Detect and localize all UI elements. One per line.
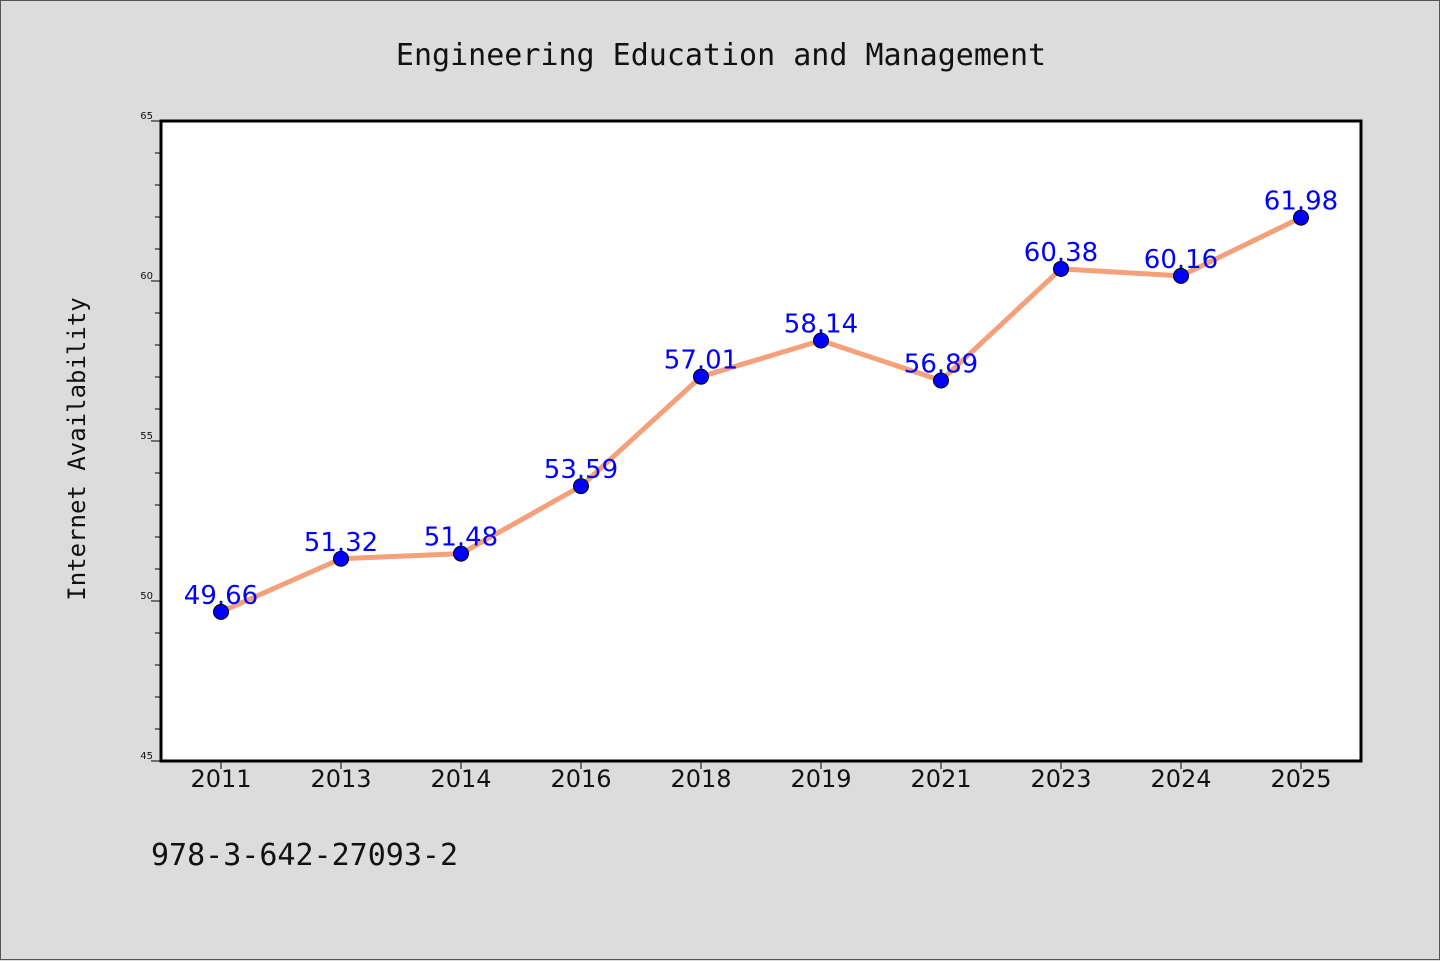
y-tick-label: 65 <box>140 111 153 122</box>
x-tick-label: 2013 <box>310 765 371 793</box>
data-point <box>693 368 709 385</box>
x-tick-label: 2011 <box>190 765 251 793</box>
data-label: 61.98 <box>1264 187 1338 217</box>
data-label: 51.32 <box>304 528 378 558</box>
data-label: 49.66 <box>184 581 258 611</box>
x-tick-label: 2014 <box>430 765 491 793</box>
footnote-isbn: 978-3-642-27093-2 <box>151 838 458 873</box>
data-point <box>573 478 589 495</box>
x-tick-label: 2018 <box>670 765 731 793</box>
y-tick-label: 50 <box>140 591 153 602</box>
plot-area <box>161 121 1361 761</box>
y-axis-label: Internet Availability <box>63 297 91 600</box>
data-label: 53.59 <box>544 455 618 485</box>
plot-border <box>159 119 1363 763</box>
data-point <box>813 332 829 349</box>
series-line <box>219 215 1303 615</box>
x-tick-label: 2025 <box>1270 765 1331 793</box>
data-label: 60.38 <box>1024 238 1098 268</box>
x-tick-label: 2024 <box>1150 765 1211 793</box>
data-label: 56.89 <box>904 350 978 380</box>
x-tick-label: 2016 <box>550 765 611 793</box>
data-point <box>213 603 229 620</box>
data-labels: 49.66 51.32 51.48 53.59 57.01 58.14 56.89 60.38… <box>184 187 1338 611</box>
data-point <box>333 550 349 567</box>
data-point <box>1053 260 1069 277</box>
chart-title: Engineering Education and Management <box>396 38 1046 73</box>
data-label: 51.48 <box>424 523 498 553</box>
y-tick-label: 55 <box>140 431 153 442</box>
y-axis-ticks: 45 50 55 60 65 <box>140 111 161 762</box>
data-point <box>933 372 949 389</box>
x-tick-label: 2023 <box>1030 765 1091 793</box>
data-point <box>1173 267 1189 284</box>
data-point <box>453 545 469 562</box>
data-label: 60.16 <box>1144 245 1218 275</box>
y-tick-label: 60 <box>140 271 153 282</box>
data-label: 58.14 <box>784 310 858 340</box>
x-axis-ticks: 2011 2013 2014 2016 2018 2019 2021 2023 2024 2025 <box>190 761 1332 793</box>
series-markers <box>213 209 1309 620</box>
data-point <box>1293 209 1309 226</box>
data-label: 57.01 <box>664 346 738 376</box>
x-tick-label: 2021 <box>910 765 971 793</box>
x-tick-label: 2019 <box>790 765 851 793</box>
y-tick-label: 45 <box>140 751 153 762</box>
